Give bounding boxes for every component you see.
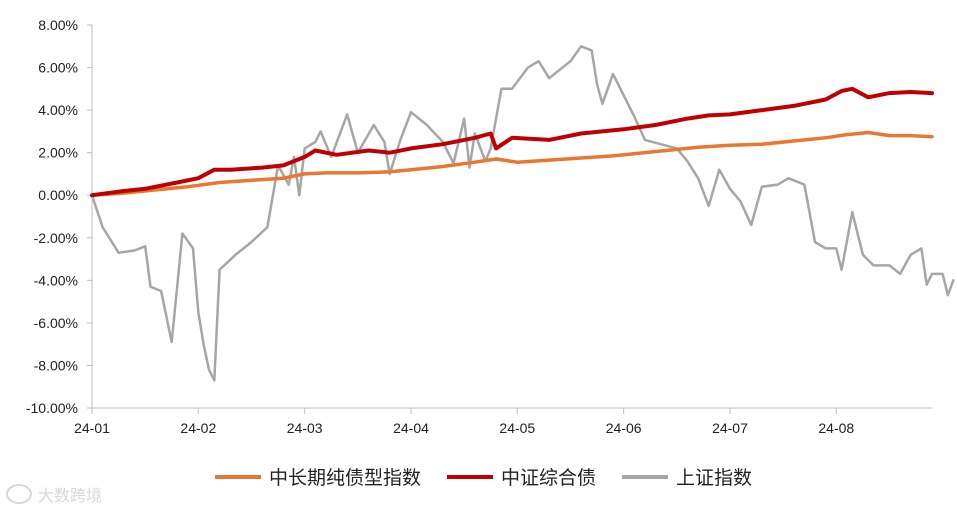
series-line-0 <box>90 130 934 197</box>
y-tick-label: 8.00% <box>38 17 78 33</box>
x-tick-label: 24-08 <box>818 420 854 436</box>
x-tick-label: 24-01 <box>74 420 110 436</box>
y-axis-labels: 8.00% 6.00% 4.00% 2.00% 0.00% -2.00% -4.00% -6.… <box>26 17 78 416</box>
y-tick-label: -4.00% <box>34 272 78 288</box>
y-tick-label: 2.00% <box>38 145 78 161</box>
y-tick-label: 4.00% <box>38 102 78 118</box>
legend-label-bond-fund: 中长期纯债型指数 <box>269 467 422 489</box>
watermark-logo-icon <box>6 484 32 504</box>
x-tick-label: 24-06 <box>606 420 642 436</box>
watermark: 大数跨境 <box>6 482 102 506</box>
legend-label-composite-bond: 中证综合债 <box>501 467 597 489</box>
y-tick-label: -10.00% <box>26 400 78 416</box>
legend-item-bond-fund: 中长期纯债型指数 <box>215 463 421 490</box>
y-tick-label: -6.00% <box>34 315 78 331</box>
x-tick-label: 24-04 <box>393 420 429 436</box>
line-chart: 8.00% 6.00% 4.00% 2.00% 0.00% -2.00% -4.00% -6.… <box>26 17 955 436</box>
series-line-1 <box>90 86 934 198</box>
chart-axes <box>87 24 932 414</box>
y-tick-label: 0.00% <box>38 187 78 203</box>
legend-swatch-composite-bond <box>447 474 494 479</box>
legend-swatch-bond-fund <box>215 474 261 479</box>
x-axis-labels: 24-01 24-02 24-03 24-04 24-05 24-06 24-07 24-08 <box>74 420 854 436</box>
legend-item-composite-bond: 中证综合债 <box>447 463 596 490</box>
x-tick-label: 24-07 <box>712 420 748 436</box>
series-line-2 <box>90 45 955 382</box>
x-tick-label: 24-02 <box>180 420 216 436</box>
x-tick-label: 24-03 <box>287 420 323 436</box>
x-tick-label: 24-05 <box>499 420 535 436</box>
y-tick-label: 6.00% <box>38 60 78 76</box>
legend-swatch-sse-index <box>622 474 669 479</box>
watermark-text: 大数跨境 <box>38 486 103 505</box>
chart-series <box>90 45 955 382</box>
chart-legend: 中长期纯债型指数 中证综合债 上证指数 <box>215 463 752 490</box>
legend-label-sse-index: 上证指数 <box>676 467 753 489</box>
legend-item-sse-index: 上证指数 <box>622 463 752 490</box>
y-tick-label: -2.00% <box>34 230 78 246</box>
y-tick-label: -8.00% <box>34 357 78 373</box>
